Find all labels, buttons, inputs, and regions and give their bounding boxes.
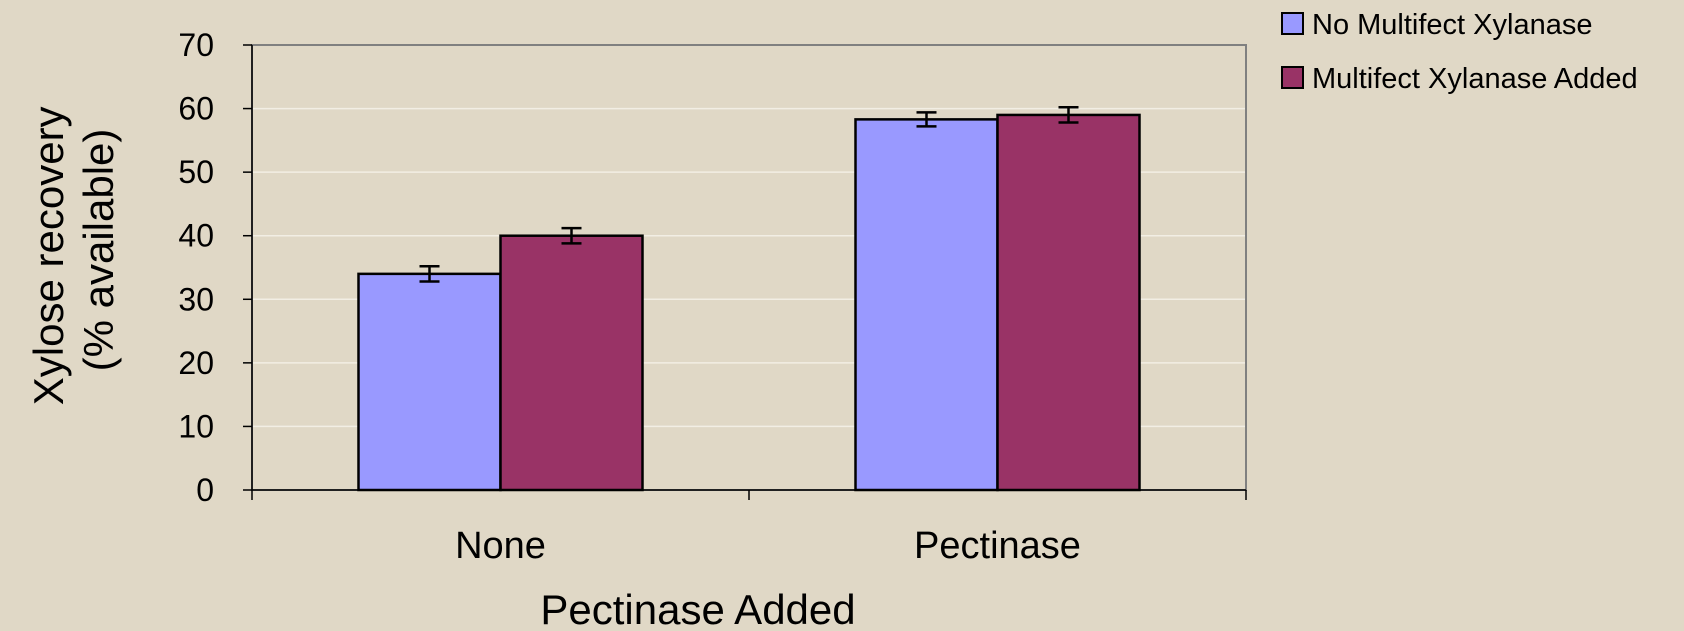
legend-label: Multifect Xylanase Added [1312,63,1638,95]
x-axis-title: Pectinase Added [540,586,855,631]
legend-swatch [1281,66,1304,89]
bars [357,113,1141,492]
legend-swatch [1281,12,1304,35]
y-tick-label: 0 [196,472,214,508]
y-axis-title-line-2: (% available) [75,129,122,372]
bar [499,234,644,492]
y-tick-label: 20 [178,345,214,381]
bar [996,113,1141,492]
x-tick-labels: None Pectinase [455,525,1081,567]
bar [854,118,999,492]
bar [357,272,502,492]
y-tick-label: 70 [178,27,214,63]
x-tick-label: Pectinase [914,525,1081,567]
error-bars [419,106,1079,283]
y-tick-labels: 0 10 20 30 40 50 60 70 [178,27,214,508]
y-axis-title-line-1: Xylose recovery [25,106,72,405]
y-tick-label: 40 [178,218,214,254]
y-axis-title: Xylose recovery (% available) [25,95,122,405]
y-tick-label: 60 [178,91,214,127]
y-tick-label: 30 [178,281,214,317]
legend-label: No Multifect Xylanase [1312,9,1592,41]
axes [243,44,1247,500]
x-tick-label: None [455,525,546,567]
legend: No Multifect Xylanase Multifect Xylanase … [1281,9,1638,95]
y-tick-label: 10 [178,408,214,444]
y-tick-label: 50 [178,154,214,190]
